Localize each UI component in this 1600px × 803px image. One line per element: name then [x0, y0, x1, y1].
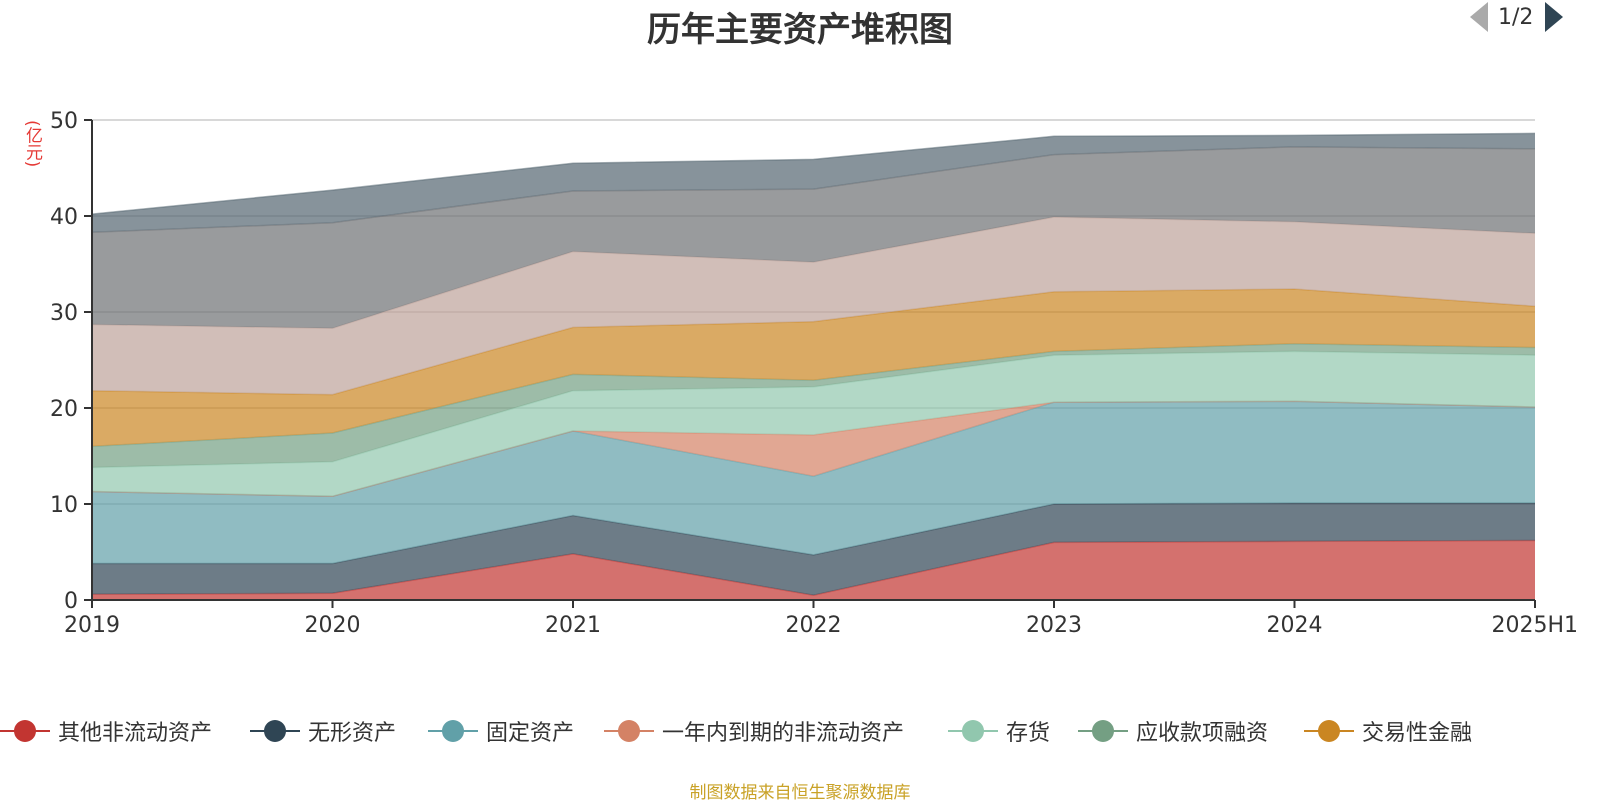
area-series-6 [92, 289, 1535, 447]
area-series-3 [92, 401, 1535, 497]
y-tick-label-2: 20 [50, 397, 78, 422]
legend: 其他非流动资产 无形资产 固定资产 一年内到期的非流动资产 存货 应收款项融资 交易性金融 [0, 714, 1600, 754]
y-axis-unit-label: (亿元) [22, 120, 42, 168]
area-series-0 [92, 540, 1535, 600]
legend-circle-icon [604, 716, 654, 746]
area-series-2 [92, 401, 1535, 564]
legend-circle-icon [428, 716, 478, 746]
area-series-4 [92, 351, 1535, 497]
y-tick-label-3: 30 [50, 301, 78, 326]
axes: 0 10 20 30 40 50 2019 2020 2021 2022 2023 2024 2025H… [50, 109, 1578, 638]
legend-circle-icon [1304, 716, 1354, 746]
legend-circle-icon [1078, 716, 1128, 746]
x-tick-label-5: 2024 [1267, 613, 1323, 638]
legend-circle-icon [0, 716, 50, 746]
stacked-area-chart: 0 10 20 30 40 50 2019 2020 2021 2022 2023 2024 2025H… [50, 109, 1578, 638]
area-series-edge-9 [91, 132, 1536, 215]
legend-circle-icon [948, 716, 998, 746]
x-tick-label-6: 2025H1 [1491, 613, 1578, 638]
chart-title: 历年主要资产堆积图 [647, 10, 953, 50]
y-tick-label-1: 10 [50, 493, 78, 518]
area-series-1 [92, 503, 1535, 596]
legend-item-label: 固定资产 [486, 721, 575, 746]
x-tick-label-4: 2023 [1026, 613, 1082, 638]
x-tick-label-2: 2021 [545, 613, 601, 638]
legend-item-label: 交易性金融 [1362, 721, 1473, 746]
legend-item-label: 存货 [1006, 721, 1051, 746]
y-tick-label-5: 50 [50, 109, 78, 134]
legend-item-label: 一年内到期的非流动资产 [662, 721, 905, 746]
legend-page-indicator: 1/2 [1498, 4, 1534, 30]
source-note: 制图数据来自恒生聚源数据库 [689, 783, 911, 803]
legend-item-0[interactable]: 其他非流动资产 [0, 714, 212, 748]
legend-item-label: 其他非流动资产 [58, 721, 213, 746]
y-tick-label-0: 0 [64, 589, 78, 614]
area-series-5 [92, 343, 1535, 468]
legend-item-4[interactable]: 存货 [948, 714, 1050, 748]
area-series-9 [92, 133, 1535, 233]
area-series [91, 132, 1536, 600]
x-tick-label-3: 2022 [786, 613, 842, 638]
legend-item-3[interactable]: 一年内到期的非流动资产 [604, 714, 904, 748]
legend-pager: 1/2 [1470, 0, 1564, 34]
area-series-7 [92, 217, 1535, 395]
legend-item-2[interactable]: 固定资产 [428, 714, 574, 748]
triangle-left-icon[interactable] [1470, 2, 1488, 32]
legend-item-5[interactable]: 应收款项融资 [1078, 714, 1268, 748]
legend-circle-icon [250, 716, 300, 746]
triangle-right-icon[interactable] [1545, 2, 1564, 32]
legend-item-6[interactable]: 交易性金融 [1304, 714, 1472, 748]
x-tick-label-1: 2020 [305, 613, 361, 638]
area-series-8 [92, 146, 1535, 329]
legend-item-label: 无形资产 [308, 721, 397, 746]
y-tick-label-4: 40 [50, 205, 78, 230]
legend-item-label: 应收款项融资 [1136, 721, 1269, 746]
legend-item-1[interactable]: 无形资产 [250, 714, 396, 748]
x-tick-label-0: 2019 [64, 613, 120, 638]
